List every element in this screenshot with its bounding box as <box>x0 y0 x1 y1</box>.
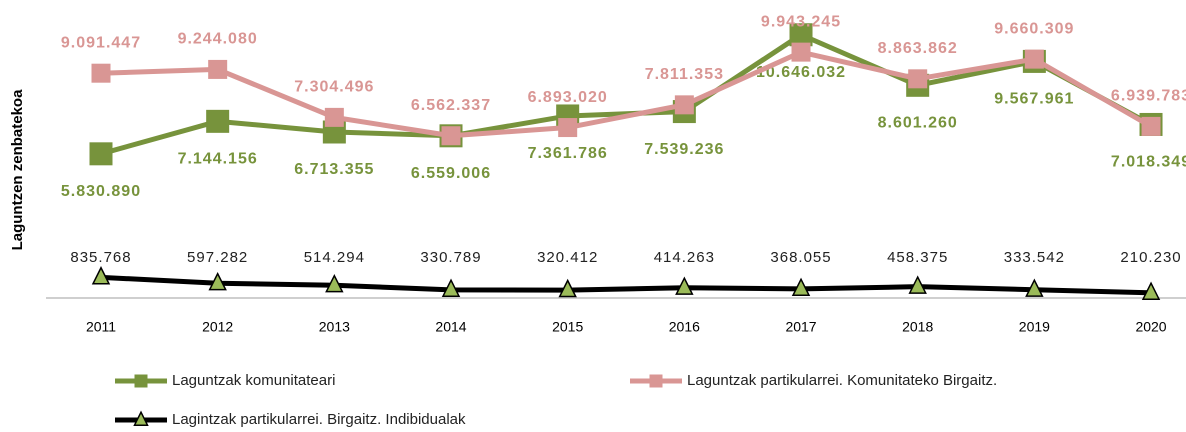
series-line <box>100 49 1153 139</box>
data-label: 6.713.355 <box>294 161 374 178</box>
point-marker <box>791 42 811 62</box>
x-tick-label: 2016 <box>669 319 700 335</box>
point-marker <box>1141 281 1161 300</box>
y-axis-label: Laguntzen zenbatekoa <box>9 89 26 251</box>
data-label: 368.055 <box>770 249 831 266</box>
data-label: 7.144.156 <box>178 151 258 168</box>
data-label: 9.660.309 <box>994 20 1074 37</box>
x-tick-label: 2012 <box>202 319 233 335</box>
x-tick-label: 2018 <box>902 319 933 335</box>
point-marker <box>908 69 928 89</box>
series-line <box>100 274 1152 296</box>
data-label: 9.244.080 <box>178 31 258 48</box>
data-label: 10.646.032 <box>756 64 846 81</box>
point-marker <box>208 59 228 79</box>
data-label: 7.811.353 <box>645 66 724 83</box>
data-label: 6.893.020 <box>528 89 608 106</box>
x-tick-label: 2013 <box>319 319 350 335</box>
legend-label: Lagintzak partikularrei. Birgaitz. Indib… <box>172 411 466 428</box>
point-marker <box>89 142 113 166</box>
point-marker <box>91 266 111 285</box>
data-label: 414.263 <box>654 249 715 266</box>
point-marker <box>674 95 694 115</box>
data-label: 8.863.862 <box>878 40 958 57</box>
point-marker <box>558 278 577 298</box>
legend-label: Laguntzak komunitateari <box>172 372 335 389</box>
data-label: 6.939.783 <box>1111 88 1186 105</box>
point-marker <box>1024 49 1044 69</box>
point-marker <box>908 275 927 294</box>
point-marker <box>1025 278 1044 297</box>
x-tick-label: 2014 <box>435 319 466 335</box>
point-marker <box>91 63 111 83</box>
data-label: 6.559.006 <box>411 165 491 182</box>
data-label: 6.562.337 <box>411 97 491 114</box>
point-marker <box>1141 116 1161 136</box>
x-tick-label: 2019 <box>1019 319 1050 335</box>
point-marker <box>558 118 578 138</box>
point-marker <box>441 126 461 146</box>
point-marker <box>208 271 227 291</box>
data-label: 9.567.961 <box>994 91 1074 108</box>
x-tick-label: 2017 <box>785 319 816 335</box>
data-label: 7.539.236 <box>644 141 724 158</box>
data-label: 7.018.349 <box>1111 154 1186 171</box>
x-tick-label: 2020 <box>1135 319 1166 335</box>
point-marker <box>441 278 461 297</box>
data-label: 8.601.260 <box>878 115 958 132</box>
data-label: 5.830.890 <box>61 183 141 200</box>
data-label: 333.542 <box>1004 249 1065 266</box>
point-marker <box>675 276 694 295</box>
data-label: 597.282 <box>187 249 248 266</box>
data-label: 514.294 <box>304 249 365 266</box>
point-marker <box>206 109 230 133</box>
point-marker <box>324 107 344 127</box>
legend-marker <box>649 374 663 388</box>
legend-marker <box>134 374 148 388</box>
x-tick-label: 2015 <box>552 319 583 335</box>
point-marker <box>791 277 811 297</box>
data-label: 210.230 <box>1120 249 1181 266</box>
data-label: 7.361.786 <box>528 145 608 162</box>
point-marker <box>325 274 344 293</box>
data-label: 9.091.447 <box>61 34 141 51</box>
legend-marker <box>133 410 149 426</box>
data-label: 9.943.245 <box>761 13 841 30</box>
data-label: 330.789 <box>420 249 481 266</box>
legend-label: Laguntzak partikularrei. Komunitateko Bi… <box>687 372 997 389</box>
data-label: 458.375 <box>887 249 948 266</box>
data-label: 835.768 <box>70 249 131 266</box>
data-label: 7.304.496 <box>294 79 374 96</box>
x-tick-label: 2011 <box>86 319 116 335</box>
data-label: 320.412 <box>537 249 598 266</box>
